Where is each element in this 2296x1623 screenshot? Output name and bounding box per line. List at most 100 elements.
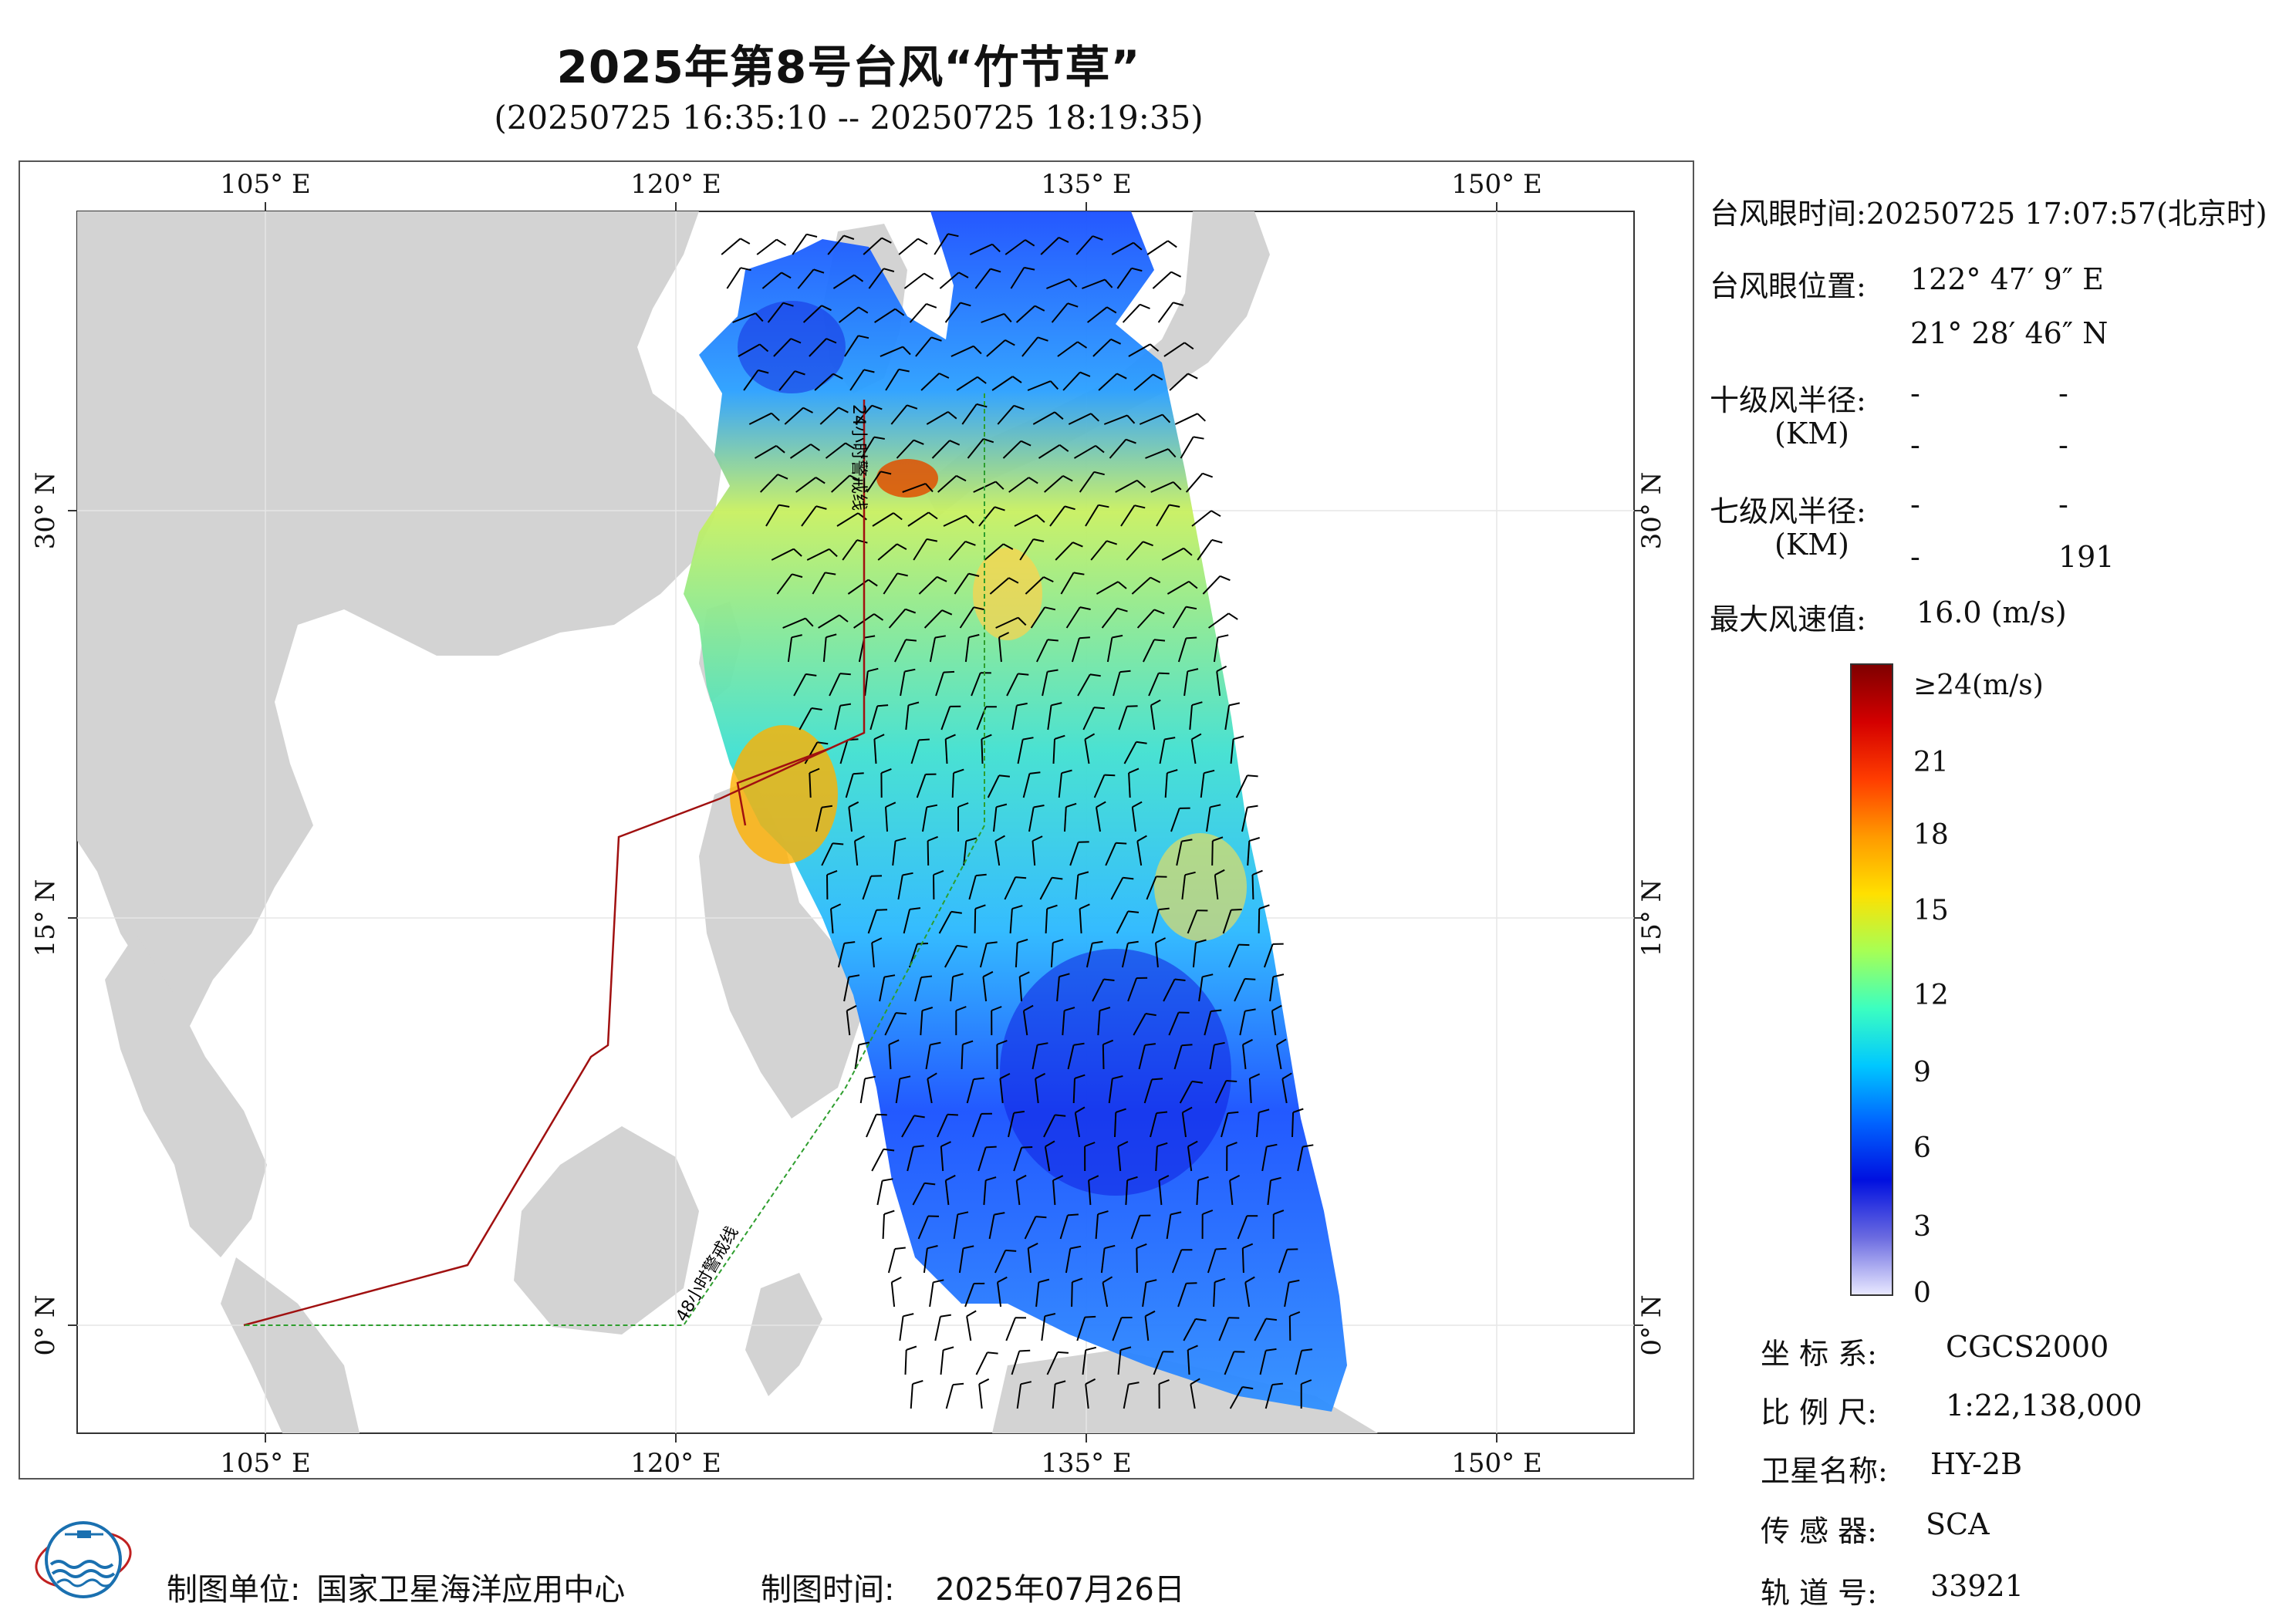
wind-barb bbox=[1288, 1315, 1292, 1341]
eye-lat-value: 21° 28′ 46″ N bbox=[1910, 316, 2109, 350]
wind-barb bbox=[969, 243, 993, 255]
wind-barb-flag bbox=[1123, 876, 1134, 880]
wind-barb bbox=[1278, 1249, 1288, 1274]
wind-barb-flag bbox=[1106, 306, 1117, 314]
wind-barb bbox=[1050, 943, 1054, 968]
wind-barb bbox=[1237, 1215, 1248, 1240]
wind-barb-flag bbox=[1069, 278, 1078, 288]
wind-barb bbox=[1133, 373, 1154, 391]
wind-barb-flag bbox=[1143, 541, 1153, 547]
wind-barb bbox=[1073, 444, 1096, 459]
wind-barb-flag bbox=[1217, 634, 1229, 639]
wind-barb bbox=[915, 336, 932, 357]
wind-barb-flag bbox=[1106, 540, 1118, 545]
lat-label-left-0: 0° N bbox=[30, 1294, 61, 1355]
wind-barb-flag bbox=[1037, 336, 1048, 342]
wind-barb-flag bbox=[940, 1314, 951, 1318]
wind-barb bbox=[1038, 444, 1061, 459]
wind-barb bbox=[903, 909, 911, 934]
wind-barb bbox=[759, 474, 778, 493]
wind-barb-flag bbox=[1062, 475, 1073, 482]
wind-barb bbox=[778, 370, 795, 391]
wind-barb bbox=[804, 741, 819, 764]
colorbar-label-12: 12 bbox=[1913, 980, 1949, 1011]
wind-barb bbox=[854, 1044, 860, 1070]
wind-barb-flag bbox=[924, 483, 934, 493]
wind-barb bbox=[1093, 774, 1106, 798]
wind-barb bbox=[1027, 1248, 1032, 1274]
wind-barb bbox=[1136, 609, 1155, 629]
wind-barb-flag bbox=[986, 941, 998, 944]
wind-barb bbox=[1155, 943, 1159, 968]
wind-barb bbox=[1264, 1384, 1273, 1409]
wind-barb bbox=[792, 234, 808, 255]
wind-barb bbox=[806, 548, 830, 561]
wind-barb bbox=[1214, 875, 1219, 900]
wind-barb-flag bbox=[1197, 1176, 1209, 1181]
wind-barb bbox=[1064, 807, 1067, 832]
wind-barb-flag bbox=[908, 701, 920, 707]
wind-barb bbox=[1057, 341, 1079, 357]
wind-barb-flag bbox=[1126, 414, 1136, 424]
r7-value-4: 191 bbox=[2058, 540, 2115, 574]
wind-barb bbox=[864, 671, 869, 697]
wind-barb-flag bbox=[873, 734, 885, 741]
wind-barb-flag bbox=[1153, 373, 1163, 381]
wind-barb-flag bbox=[1028, 1243, 1038, 1250]
wind-barb-flag bbox=[1104, 278, 1113, 288]
wind-barb-flag bbox=[825, 572, 836, 575]
wind-barb bbox=[1172, 606, 1187, 629]
wind-barb bbox=[1052, 738, 1055, 764]
wind-barb bbox=[1044, 1146, 1051, 1172]
r7-value-1: - bbox=[1910, 488, 1920, 521]
land-sumatra bbox=[221, 1257, 360, 1433]
wind-barb-flag bbox=[1054, 734, 1065, 740]
wind-barb-flag bbox=[1059, 973, 1070, 978]
wind-barb-flag bbox=[805, 617, 814, 627]
eye-pos-label: 台风眼位置: bbox=[1710, 269, 1866, 303]
wind-barb bbox=[1120, 504, 1136, 527]
wind-barb bbox=[945, 1384, 954, 1409]
wind-barb-flag bbox=[1047, 669, 1059, 673]
wind-barb bbox=[1032, 411, 1055, 425]
wind-barb-flag bbox=[848, 801, 859, 808]
wind-barb bbox=[825, 442, 846, 459]
wind-barb bbox=[1017, 739, 1024, 764]
wind-barb-flag bbox=[991, 243, 1001, 253]
wind-barb-flag bbox=[1164, 737, 1176, 741]
wind-barb bbox=[797, 268, 815, 289]
r10-value-4: - bbox=[2058, 428, 2068, 462]
wind-barb-flag bbox=[1079, 606, 1091, 610]
wind-barb-flag bbox=[794, 370, 805, 376]
wind-barb-flag bbox=[1102, 1276, 1113, 1284]
axis-ticks bbox=[68, 202, 1643, 1442]
wind-barb bbox=[897, 875, 903, 900]
wind-barb bbox=[748, 412, 772, 425]
wind-barb-flag bbox=[882, 1178, 893, 1182]
r10-value-3: - bbox=[1910, 428, 1920, 462]
wind-barb-flag bbox=[1186, 636, 1197, 639]
wind-barb bbox=[1022, 773, 1031, 798]
wind-barb bbox=[1191, 510, 1212, 527]
wind-barb-flag bbox=[1159, 1378, 1170, 1385]
wind-barb-flag bbox=[793, 548, 802, 557]
wind-barb-flag bbox=[1132, 801, 1143, 808]
wind-barb bbox=[1167, 580, 1190, 595]
wind-barb bbox=[1046, 278, 1070, 289]
wind-barb bbox=[1196, 1179, 1200, 1206]
wind-field-map[interactable]: 24小时警戒线 48小时警戒线 105° E 120° E 135° E 150… bbox=[20, 162, 1693, 1478]
wind-barb bbox=[756, 238, 778, 255]
wind-barb bbox=[953, 1214, 959, 1240]
wind-barb-flag bbox=[1119, 670, 1131, 673]
wind-barb-flag bbox=[1093, 707, 1105, 710]
wind-barb bbox=[1148, 673, 1160, 697]
wind-barb-flag bbox=[776, 238, 787, 246]
wind-barb bbox=[1254, 1318, 1267, 1341]
wind-barb-flag bbox=[815, 505, 827, 510]
wind-barb-flag bbox=[905, 639, 917, 642]
wind-barb-flag bbox=[1249, 1073, 1261, 1080]
wind-barb bbox=[954, 573, 970, 595]
wind-barb bbox=[1177, 1283, 1187, 1308]
wind-barb bbox=[991, 376, 1014, 391]
wind-barb bbox=[1174, 413, 1198, 425]
